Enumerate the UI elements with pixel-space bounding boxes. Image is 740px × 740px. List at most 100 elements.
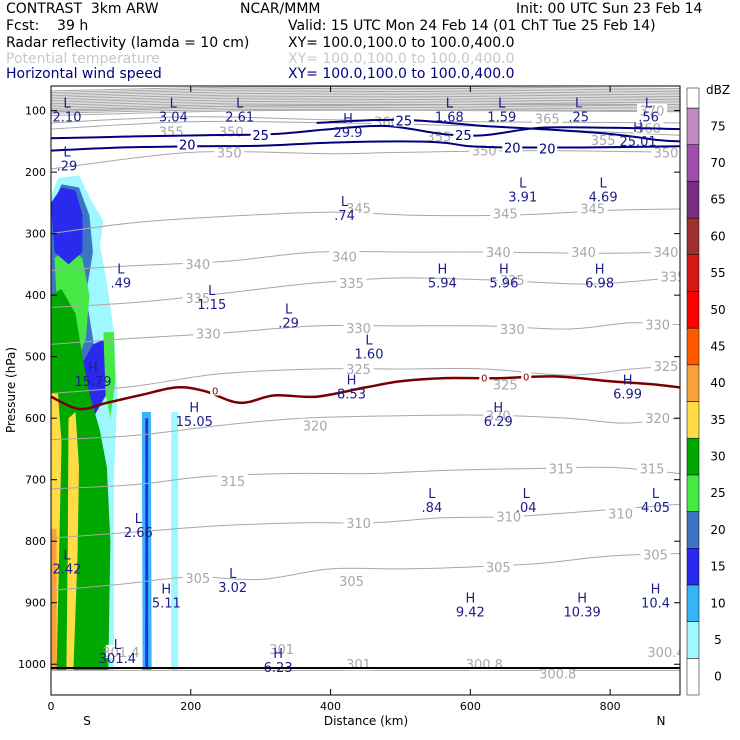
- theta-label: 350: [472, 145, 497, 160]
- reflectivity-layer: [51, 175, 179, 671]
- extremum-value: .49: [111, 277, 132, 292]
- x-axis-title: Distance (km): [324, 714, 408, 728]
- theta-label: 315: [549, 463, 574, 478]
- wind-label: 25: [455, 129, 472, 144]
- theta-label: 340: [185, 258, 210, 273]
- theta-label-bg: [605, 506, 636, 520]
- wind-label: 25: [396, 114, 413, 129]
- wind-label: 20: [539, 143, 556, 158]
- theta-label-bg: [637, 103, 668, 117]
- colorbar-swatch-55: [686, 254, 700, 292]
- extremum-value: 1.60: [355, 347, 384, 362]
- theta-label-bg: [483, 560, 514, 574]
- theta-label-bg: [568, 245, 599, 259]
- extremum-high-marker: H: [273, 647, 283, 662]
- extremum-value: 2.10: [53, 111, 82, 126]
- theta-label: 301.4: [102, 646, 139, 661]
- theta-label-bg: [658, 269, 680, 283]
- freezing-label-bg: [521, 371, 532, 382]
- wind-contour-25: [51, 124, 680, 140]
- theta-label-bg: [182, 571, 213, 585]
- theta-contour-325: [51, 365, 680, 395]
- extremum-low-marker: L: [652, 487, 660, 502]
- theta-label: 301: [269, 643, 294, 658]
- colorbar-swatch-20: [686, 511, 700, 549]
- y-tick-label: 400: [25, 289, 46, 302]
- extremum-value: 15.79: [74, 375, 111, 390]
- theta-label-bg: [497, 272, 528, 286]
- extremum-high-marker: H: [189, 401, 199, 416]
- theta-label: 335: [185, 292, 210, 307]
- theta-label-bg: [532, 111, 563, 125]
- header-forecast-hour: Fcst: 39 h: [6, 18, 89, 34]
- theta-contour-330: [51, 322, 680, 345]
- extremum-low-marker: L: [365, 333, 373, 348]
- theta-label-bg: [469, 657, 500, 671]
- theta-label-bg: [217, 473, 248, 487]
- reflectivity-region-40dbz: [51, 528, 57, 671]
- theta-contour-365: [51, 109, 680, 116]
- theta-label: 370: [640, 105, 665, 120]
- colorbar-label: 70: [710, 156, 725, 170]
- theta-label-bg: [640, 547, 671, 561]
- theta-label: 310: [608, 508, 633, 523]
- theta-label: 345: [493, 207, 518, 222]
- theta-label: 320: [645, 412, 670, 427]
- extremum-low-marker: L: [645, 97, 653, 112]
- reflectivity-region-15dbz: [51, 187, 83, 265]
- extremum-value: 5.94: [428, 277, 457, 292]
- freezing-label: 0: [212, 387, 218, 398]
- wind-contours: 20 25 25 25 20 20: [51, 113, 680, 158]
- colorbar-swatch-40: [686, 364, 700, 402]
- extremum-low-marker: L: [63, 97, 71, 112]
- theta-label: 315: [640, 463, 665, 478]
- theta-contour-upper: [51, 94, 680, 100]
- colorbar-swatch-15: [686, 548, 700, 586]
- extremum-value: 3.04: [159, 111, 188, 126]
- extremum-value: 10.39: [564, 606, 601, 621]
- extremum-high-marker: H: [161, 583, 171, 598]
- theta-label-bg: [546, 461, 577, 475]
- theta-label: 345: [580, 202, 605, 217]
- theta-label-bg: [542, 666, 573, 680]
- theta-contour-upper: [51, 92, 680, 98]
- colorbar-label: 20: [710, 523, 725, 537]
- theta-label-bg: [588, 133, 619, 147]
- theta-label-bg: [156, 124, 187, 138]
- extremum-low-marker: L: [135, 512, 143, 527]
- colorbar-label: 35: [710, 413, 725, 427]
- theta-label-bg: [182, 291, 213, 305]
- colorbar-label: 25: [710, 486, 725, 500]
- axis-end-north: N: [657, 714, 666, 728]
- extremum-value: .56: [638, 111, 659, 126]
- theta-label-bg: [651, 245, 680, 259]
- theta-label: 345: [346, 202, 371, 217]
- theta-label-bg: [577, 201, 608, 215]
- extremum-value: .84: [422, 501, 443, 516]
- colorbar-label: 55: [710, 266, 725, 280]
- theta-label-bg: [343, 200, 374, 214]
- theta-label: 350: [654, 146, 679, 161]
- wind-label-bg: [502, 140, 523, 154]
- theta-contour-upper: [51, 100, 680, 106]
- wind-label-bg: [537, 141, 558, 155]
- theta-label-bg: [637, 461, 668, 475]
- theta-label-bg: [651, 145, 680, 159]
- theta-label-bg: [642, 317, 673, 331]
- theta-label-bg: [490, 377, 521, 391]
- theta-label: 340: [571, 246, 596, 261]
- extremum-low-marker: L: [170, 97, 178, 112]
- reflectivity-region-15dbz: [145, 418, 149, 668]
- theta-label: 335: [500, 274, 525, 289]
- extremum-low-marker: L: [575, 97, 583, 112]
- theta-label: 330: [346, 322, 371, 337]
- y-tick-label: 300: [25, 228, 46, 241]
- theta-label-bg: [497, 321, 528, 335]
- theta-contour-315: [51, 466, 680, 490]
- field-reflectivity-xy: XY= 100.0,100.0 to 100.0,400.0: [288, 35, 515, 51]
- extremum-low-marker: L: [63, 146, 71, 161]
- extremum-high-marker: H: [651, 583, 661, 598]
- theta-contour-335: [51, 276, 680, 308]
- extremum-low-marker: L: [63, 549, 71, 564]
- extremum-high-marker: H: [499, 263, 509, 278]
